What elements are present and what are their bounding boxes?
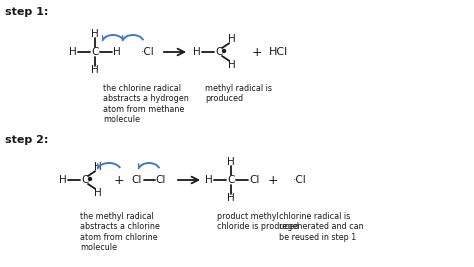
Text: H: H [228,60,236,70]
Text: C: C [228,175,235,185]
Text: methyl radical is
produced: methyl radical is produced [205,84,272,103]
Circle shape [89,178,91,180]
Text: H: H [69,47,77,57]
Text: H: H [193,47,201,57]
Text: H: H [228,34,236,44]
Text: C: C [91,47,99,57]
Text: H: H [94,162,102,172]
Text: ·Cl: ·Cl [293,175,307,185]
Text: C: C [215,47,223,57]
Text: the methyl radical
abstracts a chlorine
atom from chlorine
molecule: the methyl radical abstracts a chlorine … [80,212,160,252]
Text: H: H [91,65,99,75]
Text: Cl: Cl [250,175,260,185]
Text: the chlorine radical
abstracts a hydrogen
atom from methane
molecule: the chlorine radical abstracts a hydroge… [103,84,189,124]
Text: Cl: Cl [156,175,166,185]
Text: HCl: HCl [269,47,289,57]
Text: step 1:: step 1: [5,7,48,17]
Text: H: H [205,175,213,185]
Text: H: H [227,157,235,167]
Circle shape [222,49,226,53]
Text: chlorine radical is
regenerated and can
be reused in step 1: chlorine radical is regenerated and can … [279,212,364,242]
Text: C: C [82,175,89,185]
Text: Cl: Cl [132,175,142,185]
Text: H: H [227,193,235,203]
Text: +: + [268,174,278,187]
Text: ·Cl: ·Cl [141,47,155,57]
Text: H: H [59,175,67,185]
Text: +: + [252,45,262,58]
Text: step 2:: step 2: [5,135,48,145]
Text: product methyl
chloride is produced: product methyl chloride is produced [217,212,299,231]
Text: H: H [91,29,99,39]
Text: H: H [113,47,121,57]
Text: +: + [114,174,124,187]
Text: H: H [94,188,102,198]
